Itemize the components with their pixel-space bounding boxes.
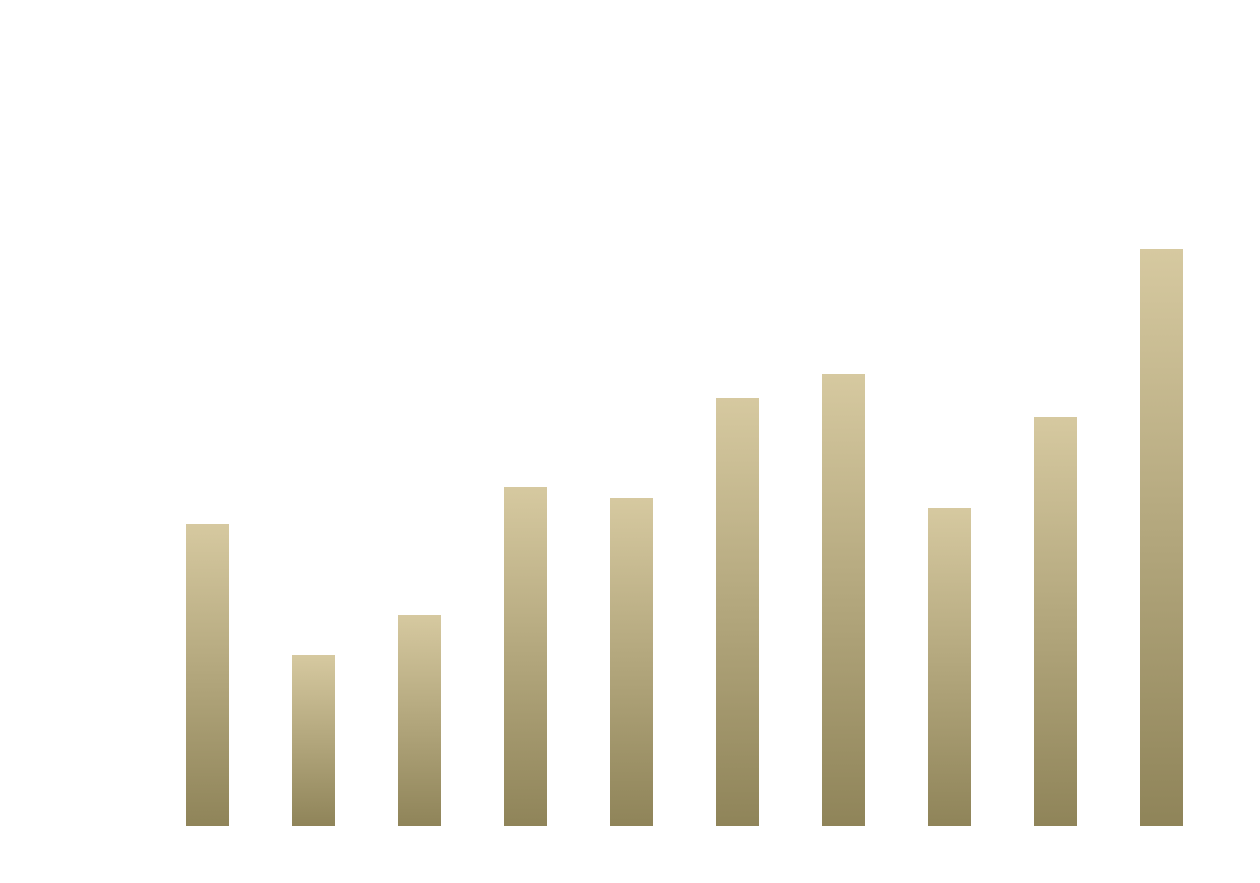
bar <box>716 398 759 826</box>
bar <box>928 508 971 826</box>
bar <box>1034 417 1077 826</box>
bar <box>292 655 335 826</box>
bar <box>398 615 441 826</box>
bar <box>504 487 547 826</box>
bar <box>822 374 865 826</box>
bar <box>610 498 653 826</box>
bar <box>1140 249 1183 826</box>
bar <box>186 524 229 826</box>
